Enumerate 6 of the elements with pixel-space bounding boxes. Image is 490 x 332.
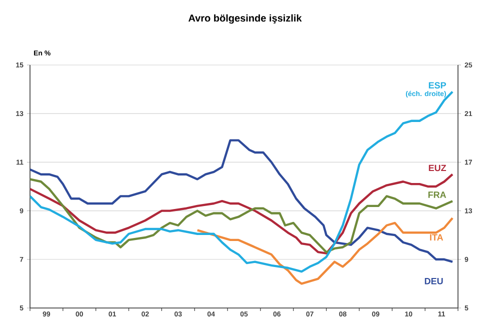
series-label: ITA — [430, 234, 444, 240]
series-label: FRA — [428, 192, 446, 198]
series-label: EUZ — [428, 164, 446, 172]
text: DEU — [424, 278, 443, 284]
series-label: ESP — [428, 82, 446, 89]
chart-title: Avro bölgesinde işsizlik — [188, 14, 302, 24]
